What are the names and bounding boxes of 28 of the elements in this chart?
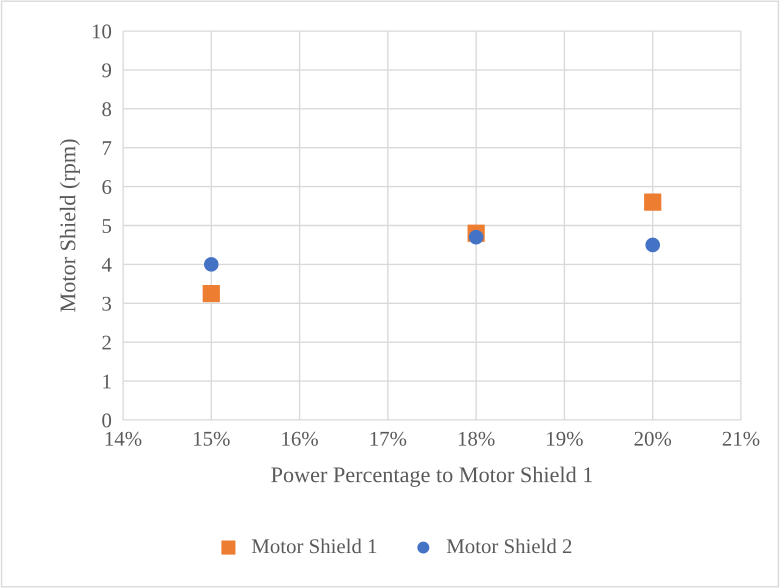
y-tick-label: 1 — [103, 374, 111, 388]
point — [204, 257, 219, 272]
y-tick-label: 3 — [102, 296, 112, 311]
point — [644, 194, 662, 211]
x-tick-label: 20% — [634, 432, 672, 446]
legend-label: Motor Shield 2 — [446, 538, 572, 554]
y-tick-label: 9 — [102, 63, 112, 78]
x-tick-label: 18% — [458, 432, 495, 446]
x-tick-label: 17% — [370, 432, 406, 446]
y-tick-label: 8 — [102, 102, 112, 116]
point — [645, 238, 660, 252]
x-tick-label: 15% — [194, 432, 230, 446]
x-tick-label: 14% — [106, 432, 142, 446]
x-axis-title: Power Percentage to Motor Shield 1 — [271, 466, 592, 487]
y-tick-label: 7 — [102, 141, 112, 155]
x-tick-label: 19% — [547, 432, 583, 446]
point — [202, 284, 220, 302]
y-tick-label: 4 — [102, 258, 112, 272]
legend-label: Motor Shield 1 — [252, 538, 376, 554]
point — [468, 230, 484, 244]
y-tick-label: 6 — [102, 180, 112, 194]
y-tick-label: 10 — [92, 24, 112, 38]
x-tick-label: 21% — [722, 432, 760, 446]
y-tick-label: 0 — [102, 413, 112, 428]
y-tick-label: 5 — [102, 219, 112, 233]
x-tick-label: 16% — [282, 432, 318, 446]
y-tick-label: 2 — [102, 336, 111, 350]
y-axis-title: Motor Shield (rpm) — [60, 139, 80, 312]
